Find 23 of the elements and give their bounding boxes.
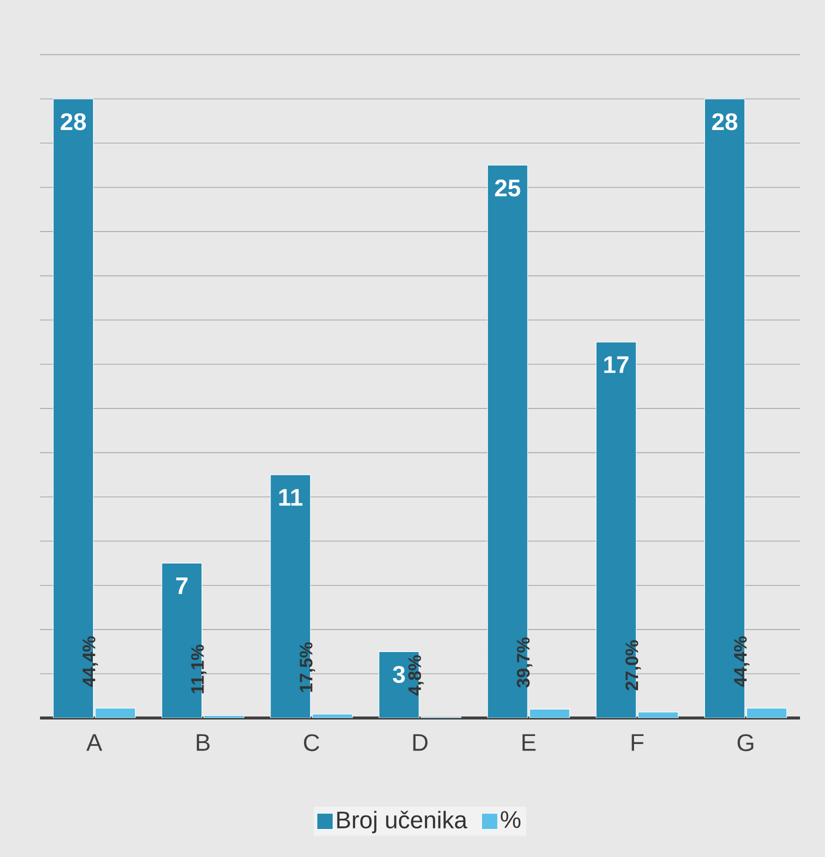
data-label: 27,0% (625, 640, 641, 690)
data-label: 28 (60, 113, 86, 130)
data-label: 17 (604, 356, 628, 373)
legend-label: % (500, 811, 520, 828)
x-tick-label: G (738, 734, 754, 752)
x-tick-label: E (522, 734, 536, 751)
data-label: 44,4% (734, 636, 750, 687)
data-label: 44,4% (82, 636, 98, 687)
data-label: 25 (495, 180, 520, 197)
x-tick-label: D (413, 734, 428, 751)
data-label: 3 (392, 666, 405, 683)
x-tick-label: B (196, 734, 210, 751)
data-label: 7 (176, 578, 188, 594)
data-label: 28 (712, 113, 738, 130)
x-tick-label: A (86, 734, 102, 751)
data-label: 4,8% (408, 655, 424, 696)
x-tick-label: C (304, 734, 320, 752)
data-label: 17,5% (300, 642, 316, 692)
x-tick-label: F (632, 734, 644, 751)
data-label: 11,1% (191, 644, 207, 694)
data-label: 11 (279, 489, 302, 506)
legend-label: Broj učenika (337, 810, 468, 834)
data-label: 39,7% (516, 637, 532, 688)
